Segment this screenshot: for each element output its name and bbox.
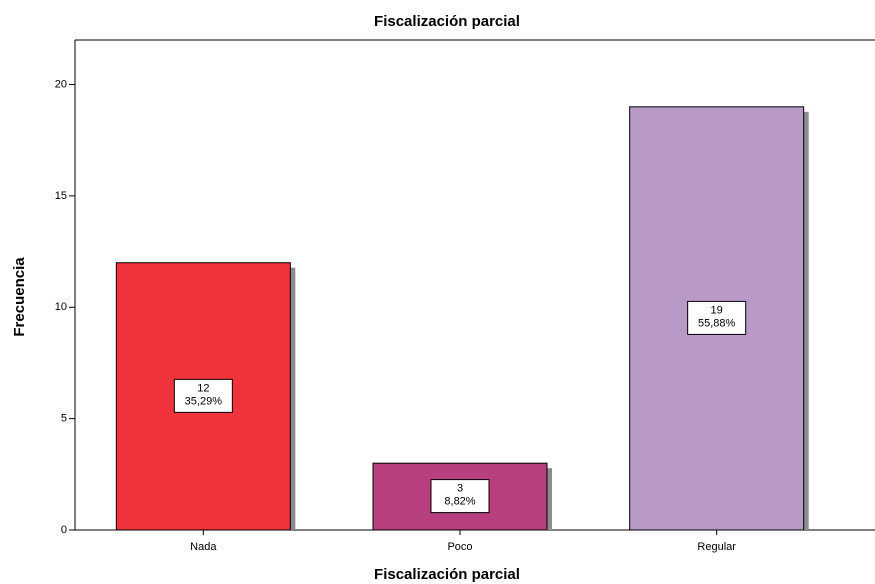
y-tick-label: 5 [61,413,67,425]
y-tick-label: 0 [61,524,67,536]
y-tick-label: 20 [55,78,67,90]
label-box [687,300,747,335]
value-label: 19 [711,304,723,316]
label-box [430,479,490,514]
label-box [173,378,233,413]
y-tick-label: 10 [55,301,67,313]
percent-label: 8,82% [444,495,475,507]
x-tick-label: Nada [190,541,217,553]
x-tick-label: Regular [697,541,736,553]
y-tick-label: 15 [55,190,67,202]
percent-label: 35,29% [185,395,223,407]
x-tick-label: Poco [447,541,472,553]
value-label: 3 [457,482,463,494]
percent-label: 55,88% [698,317,736,329]
chart-title: Fiscalización parcial [374,13,520,30]
value-label: 12 [197,382,209,394]
x-axis-label: Fiscalización parcial [374,566,520,583]
y-axis-label: Frecuencia [11,257,28,337]
